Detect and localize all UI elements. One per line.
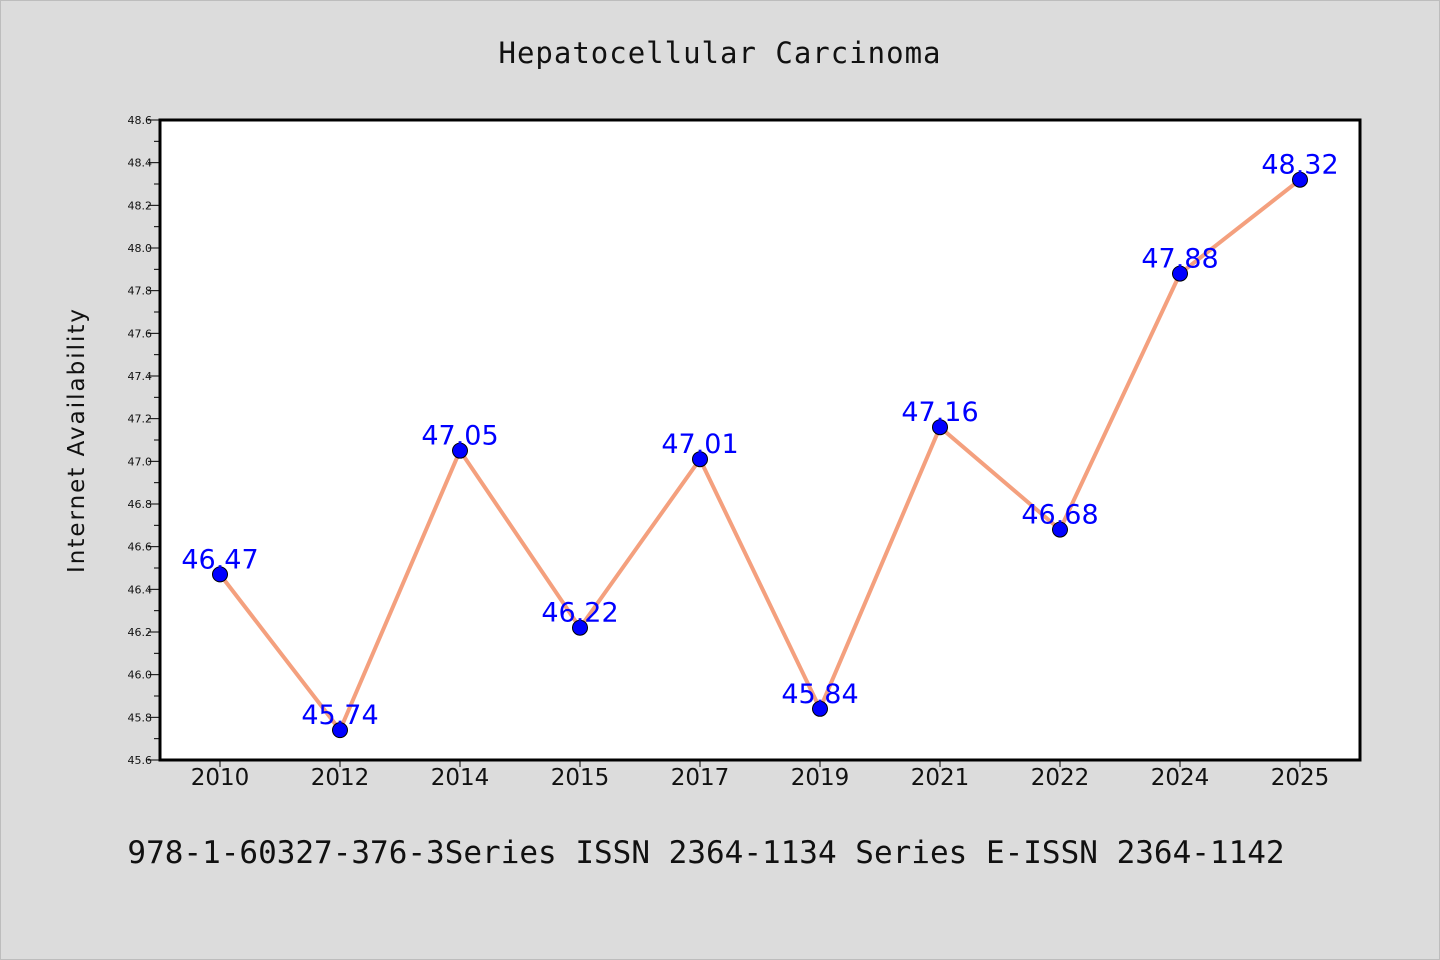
chart-title: Hepatocellular Carcinoma (498, 36, 941, 70)
y-tick-label: 46.8 (128, 498, 153, 511)
y-tick-label: 47.2 (128, 413, 153, 426)
y-tick-label: 46.6 (128, 541, 153, 554)
y-tick-label: 46.0 (128, 669, 153, 682)
series-line-group (218, 177, 1302, 733)
data-markers (212, 171, 1308, 739)
data-label: 48.32 (1261, 150, 1338, 181)
data-label: 46.68 (1021, 500, 1098, 531)
y-tick-label: 45.6 (128, 754, 153, 767)
x-tick-label: 2012 (311, 765, 370, 791)
y-tick-label: 48.0 (128, 242, 153, 255)
y-tick-label: 46.4 (128, 583, 153, 596)
data-point (452, 442, 468, 459)
y-tick-label: 45.8 (128, 711, 153, 724)
data-label: 47.05 (421, 421, 498, 452)
x-tick-label: 2022 (1031, 765, 1090, 791)
data-point (572, 619, 588, 636)
data-point (812, 700, 828, 717)
x-tick-label: 2019 (791, 765, 850, 791)
y-tick-label: 47.6 (128, 327, 153, 340)
data-point (212, 566, 228, 583)
x-tick-label: 2015 (551, 765, 610, 791)
data-point (1292, 171, 1308, 188)
x-tick-label: 2017 (671, 765, 730, 791)
data-label: 46.47 (181, 544, 258, 575)
y-tick-label: 47.8 (128, 285, 153, 298)
x-tick-label: 2025 (1271, 765, 1330, 791)
data-point (1052, 521, 1068, 538)
x-tick-label: 2014 (431, 765, 490, 791)
data-label: 45.84 (781, 679, 858, 710)
y-tick-label: 47.4 (128, 370, 153, 383)
y-tick-label: 48.6 (128, 114, 153, 127)
x-tick-label: 2024 (1151, 765, 1210, 791)
data-point (932, 419, 948, 436)
data-label: 47.88 (1141, 244, 1218, 275)
footer-text: 978-1-60327-376-3Series ISSN 2364-1134 S… (127, 835, 1284, 871)
data-label: 45.74 (301, 700, 378, 731)
plot-area (160, 120, 1360, 760)
data-point (692, 451, 708, 468)
y-tick-label: 48.4 (128, 157, 153, 170)
data-point (1172, 265, 1188, 282)
y-tick-label: 48.2 (128, 199, 153, 212)
x-tick-label: 2010 (191, 765, 250, 791)
plot-frame (158, 118, 1362, 762)
data-point (332, 722, 348, 739)
data-label: 46.22 (541, 598, 618, 629)
y-axis-ticks: 45.6 45.8 46.0 46.2 46.4 46.6 46.8 47.0 47.2 47.4… (128, 114, 160, 767)
data-labels: 46.47 45.74 47.05 46.22 47.01 45.84 47.16 46.68… (181, 150, 1338, 731)
series-line (218, 177, 1302, 733)
data-label: 47.16 (901, 397, 978, 428)
data-label: 47.01 (661, 429, 738, 460)
y-axis-label: Internet Availability (64, 307, 90, 573)
x-axis-ticks: 2010 2012 2014 2015 2017 2019 2021 2022 2024 2025 (191, 760, 1330, 791)
y-tick-label: 47.0 (128, 455, 153, 468)
x-tick-label: 2021 (911, 765, 970, 791)
y-tick-label: 46.2 (128, 626, 153, 639)
